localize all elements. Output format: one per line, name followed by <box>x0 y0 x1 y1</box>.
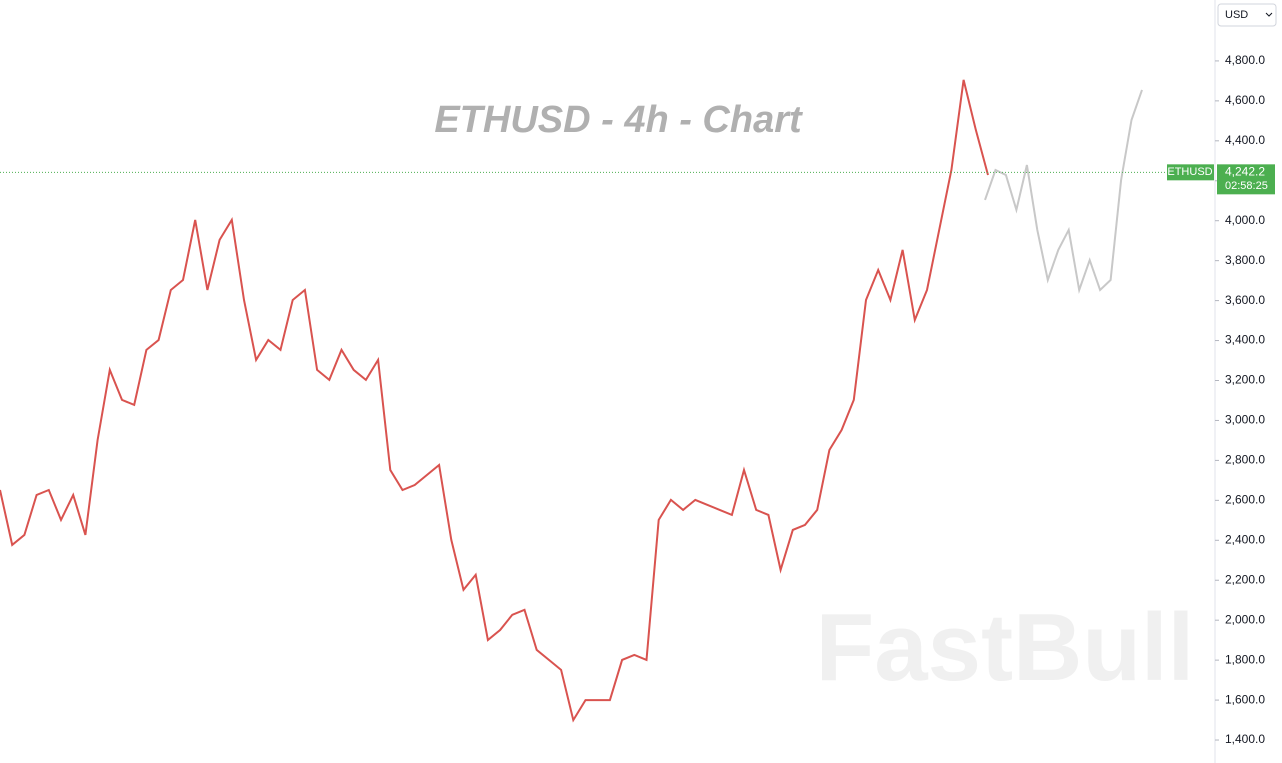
price-badge <box>1217 164 1275 195</box>
currency-label: USD <box>1225 9 1248 21</box>
dropdown-caret <box>1265 12 1273 17</box>
y-tick-label: 2,800.0 <box>1225 453 1265 467</box>
y-tick-label: 3,800.0 <box>1225 253 1265 267</box>
y-tick-label: 2,400.0 <box>1225 532 1265 546</box>
y-tick-label: 2,200.0 <box>1225 572 1265 586</box>
y-tick-label: 2,600.0 <box>1225 493 1265 507</box>
y-tick-label: 4,800.0 <box>1225 53 1265 67</box>
currency-dropdown[interactable] <box>1217 3 1277 27</box>
watermark: FastBull <box>816 594 1195 701</box>
y-tick-label: 3,000.0 <box>1225 413 1265 427</box>
y-tick-label: 2,000.0 <box>1225 612 1265 626</box>
y-tick-label: 4,400.0 <box>1225 133 1265 147</box>
y-tick-label: 1,400.0 <box>1225 732 1265 746</box>
countdown-label: 02:58:25 <box>1225 180 1268 192</box>
y-tick-label: 3,600.0 <box>1225 293 1265 307</box>
y-tick-label: 3,400.0 <box>1225 333 1265 347</box>
symbol-badge <box>1167 164 1214 181</box>
y-tick-label: 4,000.0 <box>1225 213 1265 227</box>
y-tick-label: 1,800.0 <box>1225 652 1265 666</box>
price-line <box>984 89 1143 294</box>
chart-title: ETHUSD - 4h - Chart <box>434 99 803 141</box>
y-tick-label: 3,200.0 <box>1225 373 1265 387</box>
price-line <box>0 79 989 723</box>
price-label: 4,242.2 <box>1225 165 1265 179</box>
y-tick-label: 1,600.0 <box>1225 692 1265 706</box>
y-tick-label: 4,600.0 <box>1225 93 1265 107</box>
symbol-label: ETHUSD <box>1167 166 1212 178</box>
